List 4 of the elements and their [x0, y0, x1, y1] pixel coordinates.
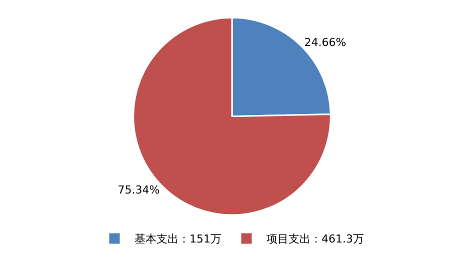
- legend-label: 基本支出：151万: [134, 232, 222, 246]
- data-label: 24.66%: [304, 36, 346, 49]
- legend-label: 项目支出：461.3万: [266, 232, 364, 246]
- data-label: 75.34%: [118, 184, 160, 197]
